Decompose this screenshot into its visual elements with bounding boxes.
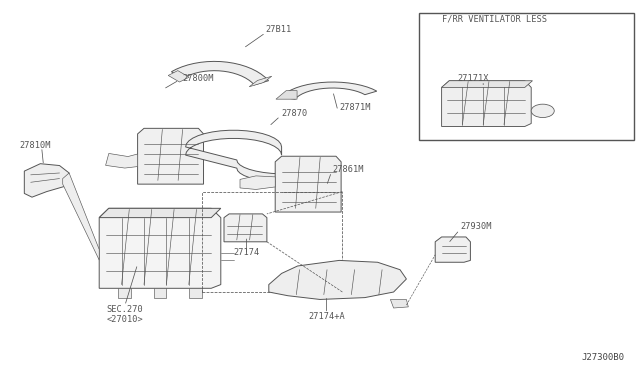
Polygon shape [106, 153, 138, 168]
Bar [419, 13, 634, 140]
Polygon shape [99, 208, 221, 288]
Polygon shape [118, 288, 131, 298]
Polygon shape [390, 299, 408, 308]
Polygon shape [442, 81, 531, 126]
Polygon shape [24, 164, 69, 197]
Text: 27B11: 27B11 [266, 25, 292, 34]
Polygon shape [154, 288, 166, 298]
Polygon shape [99, 208, 221, 218]
Circle shape [531, 104, 554, 118]
Polygon shape [63, 173, 99, 260]
Text: 27810M: 27810M [19, 141, 51, 150]
Text: SEC.270: SEC.270 [106, 305, 143, 314]
Text: J27300B0: J27300B0 [581, 353, 624, 362]
Text: <27010>: <27010> [106, 315, 143, 324]
Polygon shape [168, 71, 189, 82]
Text: 27870: 27870 [282, 109, 308, 118]
Polygon shape [276, 91, 297, 99]
Polygon shape [186, 130, 333, 182]
Polygon shape [138, 128, 204, 184]
Polygon shape [240, 176, 275, 189]
Polygon shape [442, 81, 532, 87]
Polygon shape [269, 260, 406, 299]
Polygon shape [189, 288, 202, 298]
Text: 27861M: 27861M [333, 165, 364, 174]
Polygon shape [249, 76, 272, 87]
Polygon shape [435, 237, 470, 262]
Polygon shape [172, 61, 269, 85]
Bar [202, 192, 342, 292]
Text: 27871M: 27871M [339, 103, 371, 112]
Text: 27174+A: 27174+A [308, 312, 345, 321]
Polygon shape [275, 156, 341, 212]
Text: 27930M: 27930M [461, 222, 492, 231]
Text: 27171X: 27171X [458, 74, 490, 83]
Polygon shape [224, 214, 267, 242]
Polygon shape [281, 82, 377, 99]
Text: 27800M: 27800M [182, 74, 214, 83]
Text: 27174: 27174 [233, 248, 260, 257]
Text: F/RR VENTILATOR LESS: F/RR VENTILATOR LESS [442, 15, 547, 24]
